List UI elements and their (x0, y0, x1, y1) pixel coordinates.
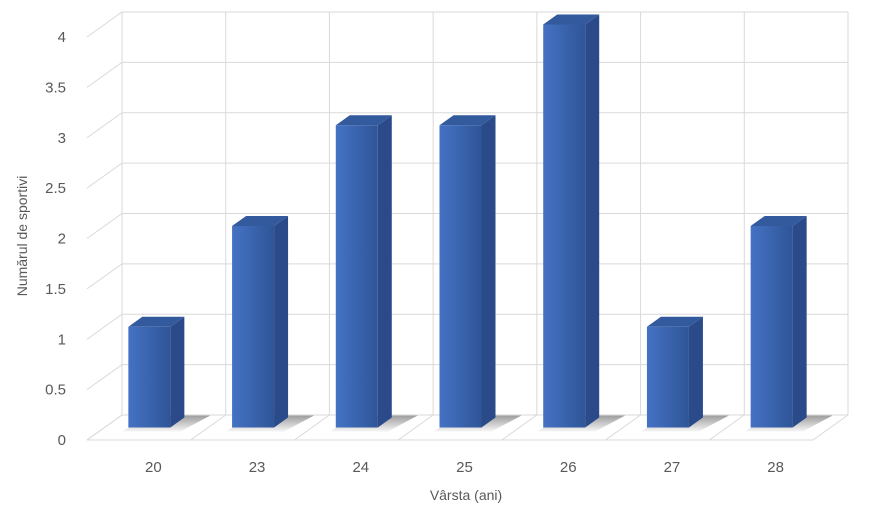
gridlines (86, 11, 849, 441)
bar (543, 14, 600, 428)
x-tick-label: 23 (249, 459, 266, 476)
y-tick-label: 2.5 (45, 180, 66, 197)
gridline-floor (605, 414, 641, 441)
bar-side-face (274, 216, 289, 428)
bar-front-face (543, 24, 586, 428)
x-tick-label: 27 (664, 459, 681, 476)
gridline-floor (294, 414, 330, 441)
bar-front-face (439, 125, 482, 428)
bar (439, 115, 496, 428)
bar-top-face (232, 216, 289, 226)
gridline-horizontal (86, 61, 848, 88)
y-tick-label: 3 (58, 130, 66, 147)
x-axis-ticks: 20 23 24 25 26 27 28 (145, 459, 784, 476)
bar-top-face (646, 316, 703, 327)
x-tick-label: 25 (456, 459, 473, 476)
bar-front-face (646, 326, 689, 428)
y-tick-label: 4 (58, 29, 66, 46)
y-axis-title: Numărul de sportivi (14, 176, 30, 297)
bar-side-face (688, 316, 703, 428)
bar-side-face (585, 14, 600, 428)
gridline-horizontal (86, 11, 848, 38)
bar-top-face (335, 115, 392, 126)
x-tick-label: 24 (352, 459, 369, 476)
gridline-floor (812, 414, 849, 441)
bar-side-face (377, 115, 392, 428)
bar-side-face (481, 115, 496, 428)
bar-side-face (170, 316, 185, 428)
bars (128, 14, 807, 428)
y-tick-label: 1 (58, 331, 66, 348)
gridline-floor (397, 414, 434, 441)
bar (750, 216, 807, 428)
x-tick-label: 20 (145, 459, 162, 476)
bar (128, 316, 185, 428)
gridline-floor (708, 414, 745, 441)
bar-top-face (543, 14, 600, 25)
y-tick-label: 1.5 (45, 281, 66, 298)
gridline-floor (86, 414, 123, 441)
bar (646, 316, 703, 428)
bar (232, 216, 289, 428)
gridline-floor (501, 414, 538, 441)
x-tick-label: 28 (767, 459, 784, 476)
bar-front-face (750, 226, 793, 428)
y-axis-ticks: 0 0.5 1 1.5 2 2.5 3 3.5 4 (45, 29, 66, 449)
bar (335, 115, 392, 428)
x-tick-label: 26 (560, 459, 577, 476)
y-tick-label: 3.5 (45, 79, 66, 96)
bar-side-face (792, 216, 807, 428)
y-tick-label: 2 (58, 231, 66, 248)
bar-top-face (750, 216, 807, 226)
bar-front-face (232, 226, 275, 428)
gridline-floor (190, 414, 227, 441)
bar-top-face (439, 115, 496, 126)
bar-front-face (335, 125, 378, 428)
bar-top-face (128, 316, 185, 327)
bar-front-face (128, 326, 171, 428)
y-tick-label: 0 (58, 432, 66, 449)
y-tick-label: 0.5 (45, 382, 66, 399)
x-axis-title: Vârsta (ani) (430, 487, 502, 503)
